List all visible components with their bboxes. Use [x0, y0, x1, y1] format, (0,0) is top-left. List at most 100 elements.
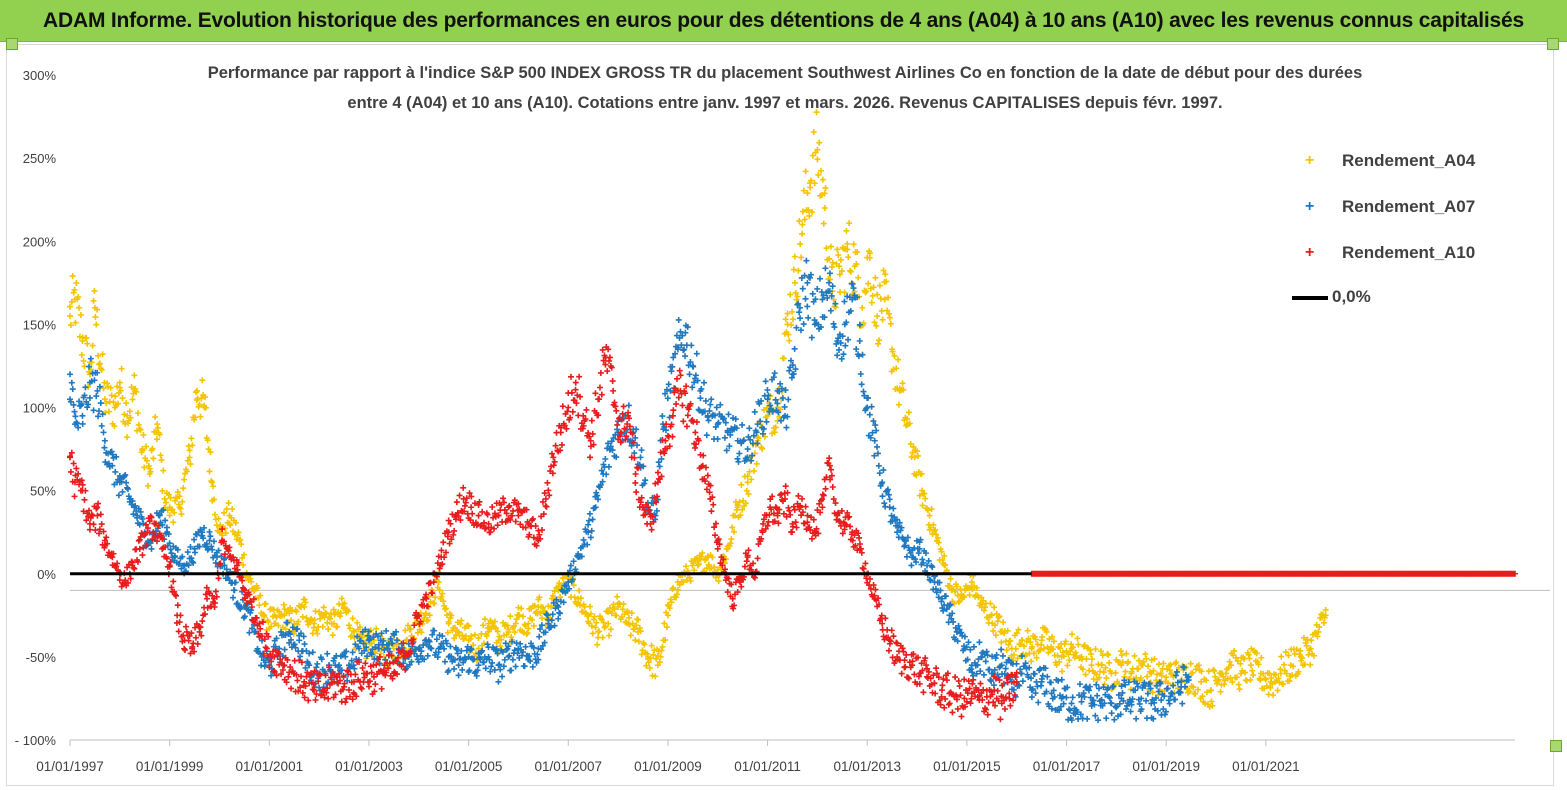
data-point — [76, 304, 83, 311]
data-point — [192, 624, 199, 631]
data-point — [1068, 717, 1075, 724]
data-point — [477, 656, 484, 663]
data-point — [814, 156, 821, 163]
data-point — [924, 673, 931, 680]
series-rendement_a10 — [67, 344, 1020, 723]
data-point — [229, 506, 236, 513]
data-point — [779, 498, 786, 505]
data-point — [1038, 676, 1045, 683]
legend-label-a04: Rendement_A04 — [1342, 151, 1476, 170]
data-point — [1066, 657, 1073, 664]
data-point — [946, 582, 953, 589]
data-point — [1059, 649, 1066, 656]
data-point — [1123, 706, 1130, 713]
data-point — [588, 527, 595, 534]
data-point — [278, 611, 285, 618]
data-point — [196, 628, 203, 635]
data-point — [71, 493, 78, 500]
data-point — [661, 620, 668, 627]
data-point — [664, 395, 671, 402]
data-point — [227, 522, 234, 529]
data-point — [489, 659, 496, 666]
data-point — [914, 654, 921, 661]
data-point — [389, 675, 396, 682]
data-point — [87, 355, 94, 362]
legend-item-a07[interactable]: + Rendement_A07 — [1292, 192, 1475, 222]
resize-handle-bottom-right[interactable] — [1550, 740, 1562, 752]
data-point — [89, 512, 96, 519]
data-point — [772, 396, 779, 403]
data-point — [659, 436, 666, 443]
data-point — [761, 433, 768, 440]
legend-item-zero[interactable]: 0,0% — [1292, 282, 1371, 312]
data-point — [550, 462, 557, 469]
data-point — [275, 650, 282, 657]
data-point — [457, 517, 464, 524]
data-point — [678, 342, 685, 349]
data-point — [565, 404, 572, 411]
data-point — [266, 664, 273, 671]
data-point — [384, 641, 391, 648]
data-point — [966, 685, 973, 692]
data-point — [361, 647, 368, 654]
data-point — [856, 534, 863, 541]
data-point — [777, 380, 784, 387]
data-point — [819, 491, 826, 498]
data-point — [136, 536, 143, 543]
data-point — [1029, 643, 1036, 650]
data-point — [956, 598, 963, 605]
data-point — [808, 209, 815, 216]
data-point — [586, 517, 593, 524]
data-point — [788, 321, 795, 328]
data-point — [486, 656, 493, 663]
data-point — [1282, 649, 1289, 656]
data-point — [424, 617, 431, 624]
data-point — [928, 506, 935, 513]
data-point — [632, 479, 639, 486]
data-point — [1143, 697, 1150, 704]
data-point — [938, 598, 945, 605]
data-point — [501, 656, 508, 663]
data-point — [166, 512, 173, 519]
data-point — [1001, 705, 1008, 712]
x-tick-label: 01/01/2021 — [1232, 759, 1300, 774]
data-point — [73, 419, 80, 426]
data-point — [451, 635, 458, 642]
data-point — [69, 272, 76, 279]
data-point — [294, 677, 301, 684]
data-point — [89, 342, 96, 349]
data-point — [287, 631, 294, 638]
data-point — [924, 507, 931, 514]
data-point — [764, 386, 771, 393]
data-point — [479, 647, 486, 654]
data-point — [146, 518, 153, 525]
legend-item-a04[interactable]: + Rendement_A04 — [1292, 146, 1475, 176]
data-point — [873, 427, 880, 434]
data-point — [512, 663, 519, 670]
data-point — [468, 493, 475, 500]
data-point — [381, 646, 388, 653]
data-point — [207, 449, 214, 456]
data-point — [1142, 651, 1149, 658]
legend-item-a10[interactable]: + Rendement_A10 — [1292, 238, 1475, 268]
data-point — [1007, 638, 1014, 645]
data-point — [837, 522, 844, 529]
data-point — [181, 476, 188, 483]
data-point — [549, 470, 556, 477]
data-point — [496, 633, 503, 640]
data-point — [124, 484, 131, 491]
data-point — [1020, 643, 1027, 650]
data-point — [990, 682, 997, 689]
data-point — [1047, 679, 1054, 686]
data-point — [858, 549, 865, 556]
resize-handle-top-left[interactable] — [6, 38, 18, 50]
data-point — [875, 595, 882, 602]
resize-handle-top-right[interactable] — [1547, 38, 1559, 50]
data-point — [440, 539, 447, 546]
data-point — [683, 383, 690, 390]
data-point — [653, 499, 660, 506]
data-point — [443, 640, 450, 647]
data-point — [840, 351, 847, 358]
data-point — [735, 458, 742, 465]
data-point — [254, 645, 261, 652]
